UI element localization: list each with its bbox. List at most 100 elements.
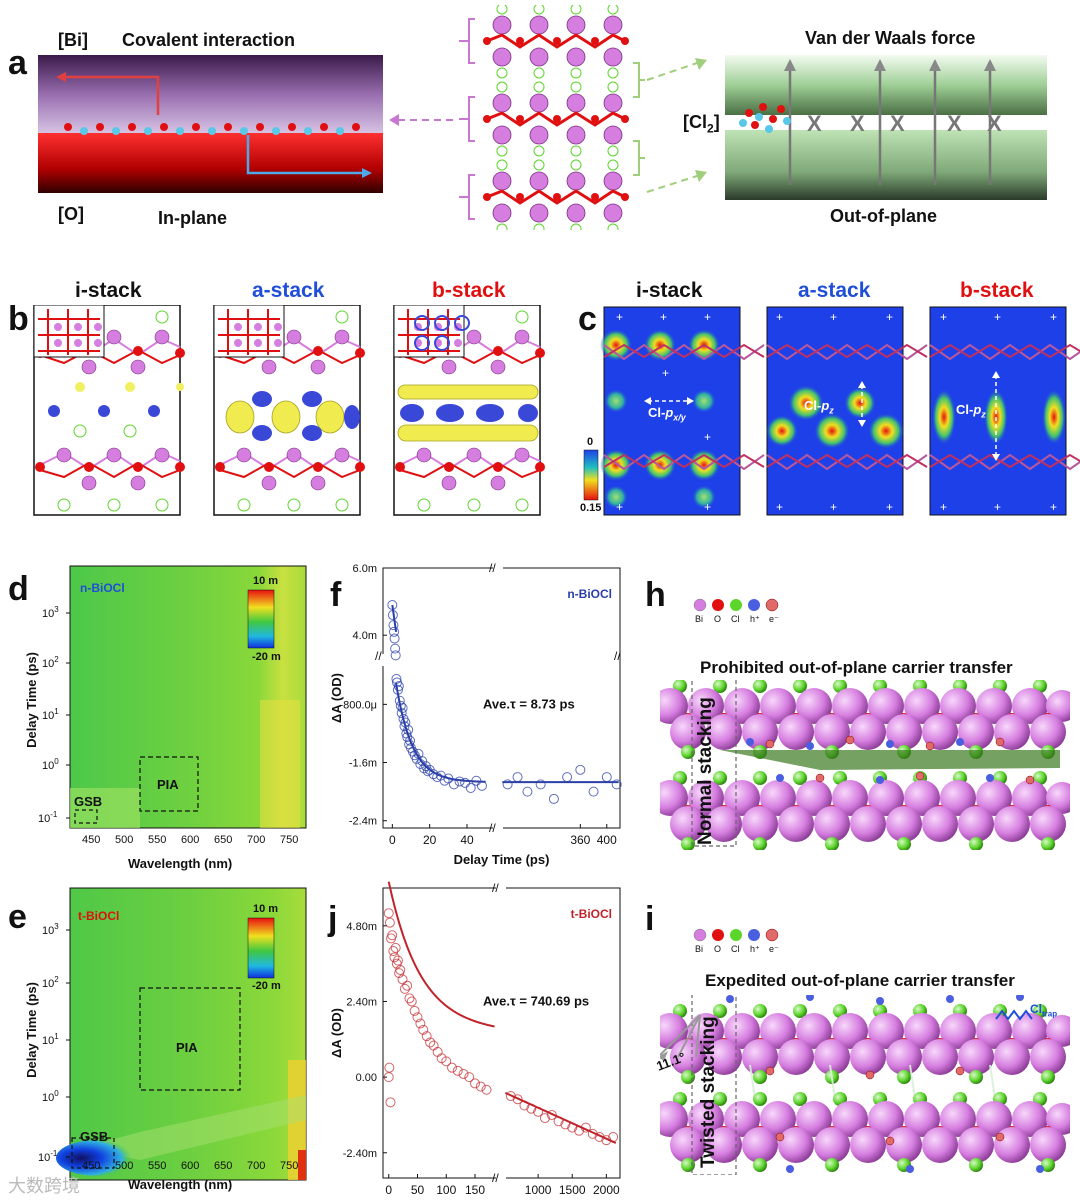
c-map-b: + + + + + + (929, 306, 1080, 516)
f-data-point (448, 779, 459, 790)
j-ytick-label: 2.40m (346, 996, 377, 1008)
svg-text:10-1: 10-1 (38, 810, 58, 825)
f-data-point (611, 779, 622, 790)
cl2-sub: 2 (707, 121, 714, 136)
chart-j: // // 4.80m 2.40m 0.00 -2.40m 0 50 100 150 1000 150… (329, 881, 621, 1197)
c-orb-a-p: p (821, 398, 830, 413)
svg-text:Delay Time (ps): Delay Time (ps) (24, 652, 39, 748)
vdw-label: Van der Waals force (805, 28, 976, 48)
svg-text:X: X (850, 111, 865, 136)
d-xtick: 750 (280, 834, 299, 846)
f-xtick-label: 40 (460, 833, 474, 847)
h-legend-e: e⁻ (769, 614, 779, 624)
j-data-point (464, 1072, 475, 1083)
panel-label-a: a (8, 44, 27, 82)
i-legend-o: O (714, 944, 722, 954)
j-xtick-label: 50 (411, 1183, 425, 1197)
svg-text:100: 100 (42, 1089, 59, 1104)
f-data-point (562, 772, 573, 783)
panel-b-structures (33, 305, 546, 516)
svg-text:101: 101 (42, 707, 59, 722)
d-xtick: 600 (181, 834, 200, 846)
c-orb-b-sub: z (981, 409, 986, 420)
svg-text:100: 100 (42, 757, 59, 772)
j-data-point (383, 908, 394, 919)
j-fit-line-late (504, 1091, 617, 1144)
j-data-point (395, 964, 406, 975)
b-title-b: b-stack (432, 279, 506, 302)
out-of-plane-label: Out-of-plane (830, 206, 937, 226)
d-xtick: 550 (148, 834, 167, 846)
cl2-close: ] (713, 112, 720, 132)
panel-a-inplane-illustration (38, 55, 383, 193)
f-ytick-label: 4.0m (353, 630, 377, 642)
b-structure-i (33, 305, 186, 516)
j-data-point (384, 917, 395, 928)
f-data-point (389, 633, 400, 644)
i-trap-sub: trap (1042, 1009, 1058, 1019)
panel-label-d: d (8, 570, 29, 608)
h-title: Prohibited out-of-plane carrier transfer (700, 658, 1013, 677)
c-orbital-i: Cl-px/y (648, 405, 686, 423)
j-ylabel: ΔA (OD) (329, 1008, 344, 1058)
j-break-mark: // (492, 881, 499, 895)
j-data-point (409, 1005, 420, 1016)
svg-text:102: 102 (42, 975, 59, 990)
c-cbar-bottom: 0.15 (580, 502, 602, 514)
h-legend-bi: Bi (695, 614, 704, 624)
b-structure-b (393, 305, 546, 516)
f-data-point (460, 777, 471, 788)
f-ytick-label: 6.0m (353, 563, 377, 575)
j-data-point (412, 1012, 423, 1023)
svg-text:+: + (830, 500, 837, 514)
svg-text:+: + (704, 430, 711, 444)
f-ytick-label: -1.6m (349, 758, 377, 770)
c-orb-a-prefix: Cl- (804, 398, 822, 413)
f-data-point (417, 756, 428, 767)
b-title-a: a-stack (252, 279, 325, 302)
svg-text:+: + (994, 500, 1001, 514)
panel-label-h: h (645, 576, 666, 614)
d-gsb-box (74, 809, 98, 824)
e-xtick: 450 (82, 1160, 101, 1172)
svg-text:+: + (704, 310, 711, 324)
f-y-break-mask (377, 654, 391, 666)
h-legend-h: h⁺ (750, 614, 760, 624)
svg-text:X: X (807, 111, 822, 136)
f-break-mark: // (489, 561, 496, 575)
e-cbar-bottom: -20 m (252, 980, 281, 992)
svg-text:+: + (776, 310, 783, 324)
f-ytick-label: -800.0μ (339, 699, 377, 711)
c-orbital-b: Cl-pz (956, 402, 986, 420)
c-cbar-top: 0 (587, 436, 594, 448)
j-x-break-mask (496, 1172, 506, 1184)
j-break-mark: // (492, 1171, 499, 1185)
d-sample: n-BiOCl (80, 581, 125, 595)
svg-text:102: 102 (42, 655, 59, 670)
f-break-mark: // (375, 649, 382, 663)
f-x-break-mask-top (493, 562, 503, 574)
cl2-text: [Cl (683, 112, 707, 132)
panel-a-arrows (389, 58, 707, 193)
i-legend-h: h⁺ (750, 944, 760, 954)
d-pia-label: PIA (157, 777, 179, 792)
j-data-point (388, 946, 399, 957)
j-data-point (387, 930, 398, 941)
f-data-point (388, 620, 399, 631)
svg-text:10-1: 10-1 (38, 1149, 58, 1164)
svg-text:+: + (616, 310, 623, 324)
red-transfer-arrow (58, 75, 160, 115)
chart-f: // // // // 6.0m 4.0m -800.0μ -1.6m -2.4m 0 20 40 36… (329, 561, 622, 867)
panel-e-map: 103 102 101 100 10-1 Delay Time (ps) (24, 887, 307, 1181)
j-data-point (390, 942, 401, 953)
f-title: n-BiOCl (567, 587, 612, 601)
e-xtick: 500 (115, 1160, 134, 1172)
j-data-point (415, 1018, 426, 1029)
covalent-label: Covalent interaction (122, 30, 296, 50)
central-layer-stack (459, 5, 645, 230)
c-colorbar (583, 449, 599, 501)
i-legend-cl: Cl (731, 944, 740, 954)
c-orb-a-sub: z (829, 405, 834, 416)
o-label: [O] (58, 204, 84, 224)
svg-text:101: 101 (42, 1032, 59, 1047)
